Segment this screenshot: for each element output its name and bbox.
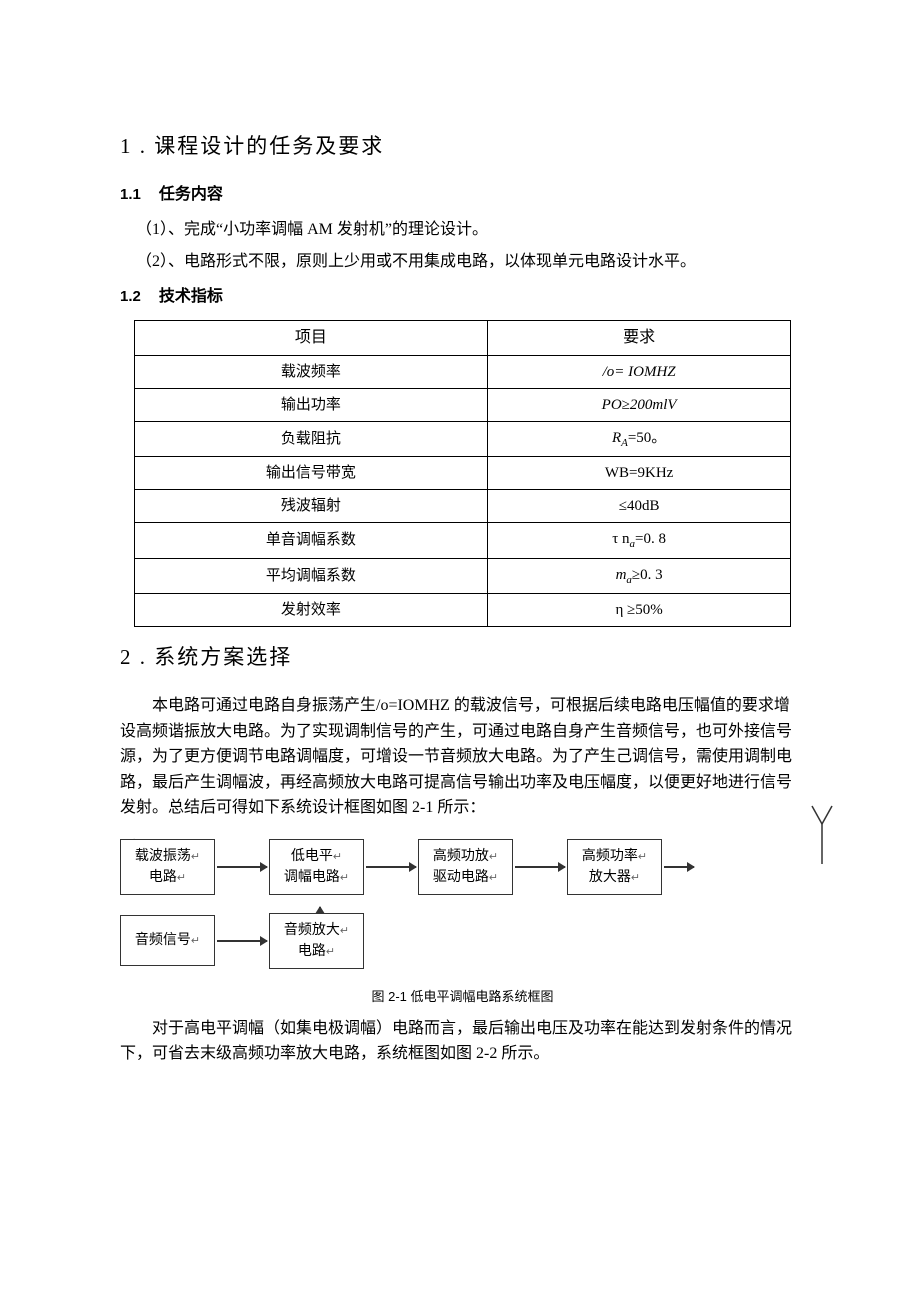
diagram-bottom-row: 音频信号↵ 音频放大↵ 电路↵ <box>120 913 805 969</box>
subsection-1-2: 1.2 技术指标 <box>120 284 805 310</box>
table-cell: 输出功率 <box>134 388 487 421</box>
section-2-para-2: 对于高电平调幅（如集电极调幅）电路而言，最后输出电压及功率在能达到发射条件的情况… <box>120 1016 805 1067</box>
task-item-2: （2）、电路形式不限，原则上少用或不用集成电路，以体现单元电路设计水平。 <box>120 249 805 275</box>
table-cell: 发射效率 <box>134 594 487 627</box>
subsection-num: 1.1 <box>120 186 141 203</box>
subsection-1-1: 1.1 任务内容 <box>120 182 805 208</box>
block-low-level-am: 低电平↵ 调幅电路↵ <box>269 839 364 895</box>
diagram-caption: 图 2-1 低电平调幅电路系统框图 <box>120 987 805 1008</box>
table-header-cell: 要求 <box>487 320 790 355</box>
arrow-right-icon <box>217 940 267 942</box>
table-cell: RA=50。 <box>487 421 790 457</box>
table-cell: 残波辐射 <box>134 490 487 523</box>
antenna-icon <box>810 804 835 864</box>
table-cell: 载波频率 <box>134 355 487 388</box>
arrow-right-icon <box>217 866 267 868</box>
table-cell: ≤40dB <box>487 490 790 523</box>
block-hf-power-amp: 高频功率↵ 放大器↵ <box>567 839 662 895</box>
table-cell: η ≥50% <box>487 594 790 627</box>
block-hf-driver: 高频功放↵ 驱动电路↵ <box>418 839 513 895</box>
table-row: 输出功率 PO≥200mlV <box>134 388 791 421</box>
table-cell: τ na=0. 8 <box>487 523 790 559</box>
section-2-para-1: 本电路可通过电路自身振荡产生/o=IOMHZ 的载波信号，可根据后续电路电压幅值… <box>120 693 805 821</box>
table-row: 残波辐射 ≤40dB <box>134 490 791 523</box>
table-cell: 输出信号带宽 <box>134 457 487 490</box>
table-header-cell: 项目 <box>134 320 487 355</box>
table-cell: PO≥200mlV <box>487 388 790 421</box>
arrow-right-icon <box>515 866 565 868</box>
block-diagram: ↵ 载波振荡↵ 电路↵ 低电平↵ 调幅电路↵ 高频功放↵ 驱动电路↵ 高频功率↵… <box>120 839 805 969</box>
table-cell: 负载阻抗 <box>134 421 487 457</box>
section-2-heading: 2 . 系统方案选择 <box>120 641 805 675</box>
subsection-num: 1.2 <box>120 288 141 305</box>
table-row: 输出信号带宽 WB=9KHz <box>134 457 791 490</box>
table-cell: WB=9KHz <box>487 457 790 490</box>
block-audio-amp: 音频放大↵ 电路↵ <box>269 913 364 969</box>
table-row: 载波频率 /o= IOMHZ <box>134 355 791 388</box>
table-cell: 单音调幅系数 <box>134 523 487 559</box>
arrow-right-icon <box>366 866 416 868</box>
table-row: 负载阻抗 RA=50。 <box>134 421 791 457</box>
task-item-1: （1）、完成“小功率调幅 AM 发射机”的理论设计。 <box>120 217 805 243</box>
block-audio-signal: 音频信号↵ <box>120 915 215 966</box>
block-carrier-oscillator: 载波振荡↵ 电路↵ <box>120 839 215 895</box>
table-row: 单音调幅系数 τ na=0. 8 <box>134 523 791 559</box>
table-cell: /o= IOMHZ <box>487 355 790 388</box>
subsection-title: 技术指标 <box>159 288 223 305</box>
spec-table: 项目 要求 载波频率 /o= IOMHZ 输出功率 PO≥200mlV 负载阻抗… <box>134 320 792 627</box>
table-row: 平均调幅系数 ma≥0. 3 <box>134 558 791 594</box>
table-header-row: 项目 要求 <box>134 320 791 355</box>
diagram-top-row: 载波振荡↵ 电路↵ 低电平↵ 调幅电路↵ 高频功放↵ 驱动电路↵ 高频功率↵ 放… <box>120 839 805 895</box>
table-row: 发射效率 η ≥50% <box>134 594 791 627</box>
arrow-right-icon <box>664 866 694 868</box>
section-1-heading: 1 . 课程设计的任务及要求 <box>120 130 805 164</box>
table-cell: ma≥0. 3 <box>487 558 790 594</box>
subsection-title: 任务内容 <box>159 186 223 203</box>
table-cell: 平均调幅系数 <box>134 558 487 594</box>
